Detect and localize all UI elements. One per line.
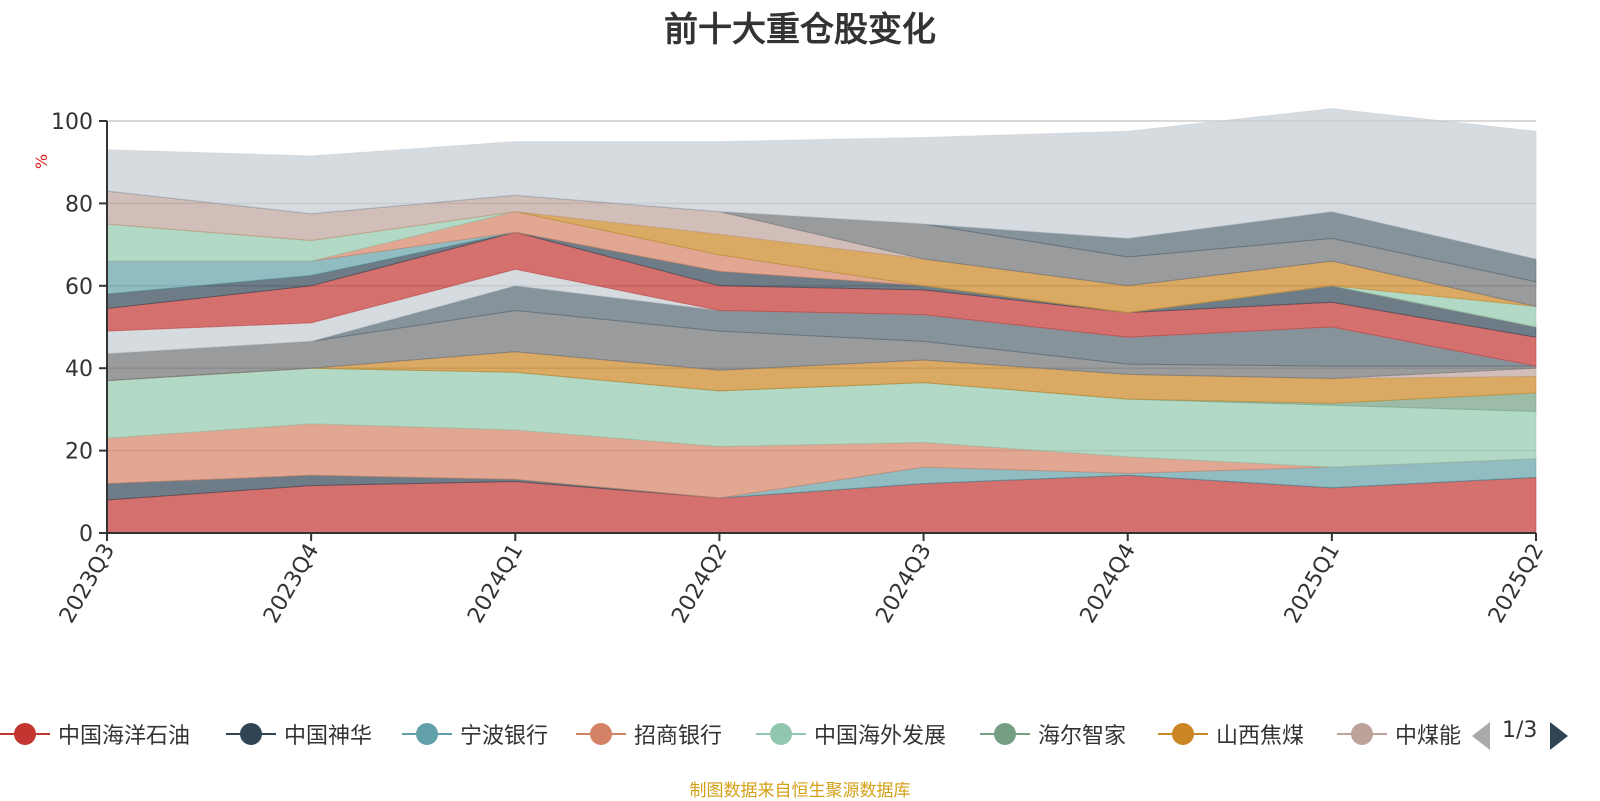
y-tick-label: 60 xyxy=(65,275,93,300)
legend-label: 山西焦煤 xyxy=(1216,724,1305,749)
legend-item[interactable]: 中国神华 xyxy=(226,714,372,754)
x-tick-label: 2024Q3 xyxy=(871,540,936,628)
y-tick-labels: 0 20 40 60 80 100 xyxy=(51,110,93,547)
source-note: 制图数据来自恒生聚源数据库 xyxy=(689,781,911,801)
legend-label: 海尔智家 xyxy=(1038,724,1127,749)
x-tick-label: 2025Q1 xyxy=(1280,540,1345,628)
legend-label: 中国海外发展 xyxy=(814,724,947,749)
triangle-left-icon[interactable] xyxy=(1472,722,1490,750)
legend-item[interactable]: 招商银行 xyxy=(576,714,722,754)
legend-item[interactable]: 宁波银行 xyxy=(402,714,548,754)
legend-item[interactable]: 中煤能源 xyxy=(1337,714,1462,754)
legend-marker-icon xyxy=(226,722,276,746)
x-tick-label: 2024Q2 xyxy=(667,540,732,628)
legend-marker-icon xyxy=(1337,722,1387,746)
y-tick-label: 80 xyxy=(65,192,93,217)
legend-label: 中国神华 xyxy=(284,724,373,749)
legend-marker-icon xyxy=(402,722,452,746)
y-tick-label: 100 xyxy=(51,110,93,135)
legend-label: 中煤能源 xyxy=(1395,724,1462,749)
legend-item[interactable]: 中国海洋石油 xyxy=(0,714,190,754)
y-tick-label: 20 xyxy=(65,440,93,465)
x-tick-label: 2024Q4 xyxy=(1076,540,1141,628)
y-tick-label: 40 xyxy=(65,357,93,382)
x-tick-labels: 2023Q3 2023Q4 2024Q1 2024Q2 2024Q3 2024Q4 2025… xyxy=(55,540,1549,628)
triangle-right-icon[interactable] xyxy=(1550,722,1568,750)
legend-item[interactable]: 海尔智家 xyxy=(980,714,1126,754)
area-series-21 xyxy=(106,108,1537,260)
area-series xyxy=(106,108,1537,534)
legend-label: 中国海洋石油 xyxy=(58,724,191,749)
x-tick-label: 2023Q3 xyxy=(55,540,120,628)
legend-label: 宁波银行 xyxy=(460,724,549,749)
x-tick-label: 2025Q2 xyxy=(1484,540,1549,628)
legend-label: 招商银行 xyxy=(634,724,723,749)
legend-marker-icon xyxy=(576,722,626,746)
legend-item[interactable]: 山西焦煤 xyxy=(1158,714,1304,754)
y-tick-label: 0 xyxy=(79,522,93,547)
pager-text: 1/3 xyxy=(1502,718,1538,743)
legend: 中国海洋石油 中国神华 宁波银行 招商银行 中国海外发展 海尔智家 山西焦煤 中煤能源 xyxy=(0,714,1600,754)
legend-items: 中国海洋石油 中国神华 宁波银行 招商银行 中国海外发展 海尔智家 山西焦煤 中煤能源 xyxy=(0,714,1462,754)
legend-marker-icon xyxy=(1158,722,1208,746)
legend-item[interactable]: 中国海外发展 xyxy=(756,714,946,754)
x-tick-label: 2024Q1 xyxy=(463,540,528,628)
legend-marker-icon xyxy=(980,722,1030,746)
x-tick-label: 2023Q4 xyxy=(259,540,324,628)
legend-marker-icon xyxy=(0,722,50,746)
legend-marker-icon xyxy=(756,722,806,746)
chart-title: 前十大重仓股变化 xyxy=(664,10,936,50)
axes xyxy=(99,120,1537,541)
legend-pager: 1/3 xyxy=(1470,714,1600,754)
